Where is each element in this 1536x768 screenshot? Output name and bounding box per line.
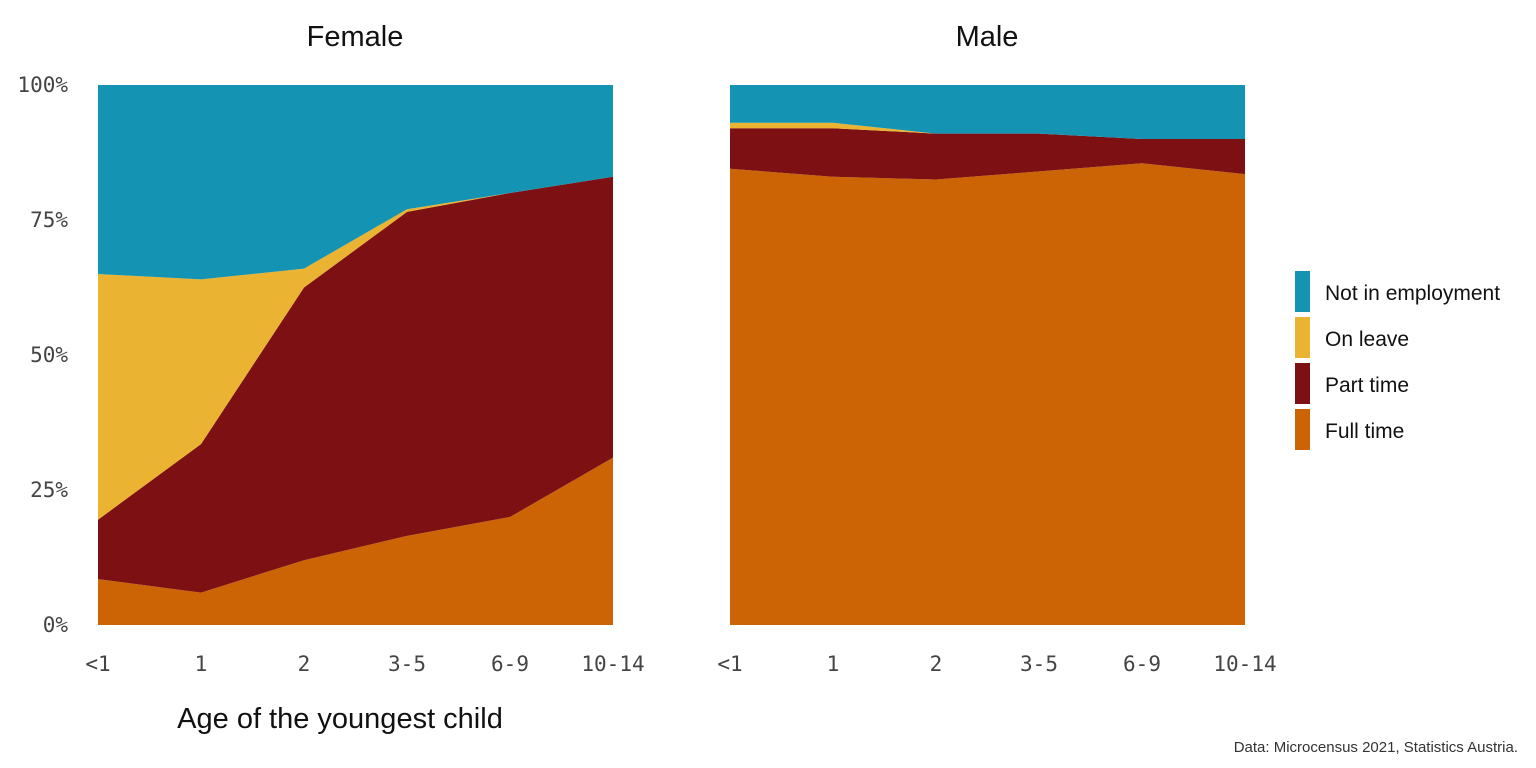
x-axis-ticks: <1 1 2 3-5 6-9 10-14 <1 1 2 3-5 6-9 10-14 xyxy=(85,652,1276,676)
x-tick-label: 1 xyxy=(195,652,208,676)
area-part-time-male xyxy=(730,128,1245,180)
panel-title-female: Female xyxy=(307,21,404,53)
legend-label-full-time: Full time xyxy=(1325,420,1404,443)
x-tick-label: 10-14 xyxy=(581,652,644,676)
x-tick-label: 1 xyxy=(827,652,840,676)
plot-panel-female xyxy=(98,85,613,625)
legend-label-not-in-employment: Not in employment xyxy=(1325,282,1500,305)
legend-swatch-not-in-employment xyxy=(1295,271,1310,312)
legend-swatch-on-leave xyxy=(1295,317,1310,358)
y-tick-label: 50% xyxy=(30,343,68,367)
panel-title-male: Male xyxy=(956,21,1019,53)
x-tick-label: <1 xyxy=(85,652,110,676)
x-tick-label: 3-5 xyxy=(1020,652,1058,676)
x-tick-label: 10-14 xyxy=(1213,652,1276,676)
area-full-time-male xyxy=(730,163,1245,626)
legend-label-on-leave: On leave xyxy=(1325,328,1409,351)
y-tick-label: 75% xyxy=(30,208,68,232)
legend: Not in employment On leave Part time Full t… xyxy=(1295,271,1500,450)
legend-swatch-full-time xyxy=(1295,409,1310,450)
x-axis-label: Age of the youngest child xyxy=(177,703,503,735)
area-part-time-female xyxy=(98,176,613,593)
y-tick-label: 100% xyxy=(17,73,68,97)
x-tick-label: <1 xyxy=(717,652,742,676)
x-tick-label: 6-9 xyxy=(1123,652,1161,676)
caption: Data: Microcensus 2021, Statistics Austr… xyxy=(1234,739,1518,756)
plot-panel-male xyxy=(730,85,1245,626)
area-on-leave-female xyxy=(98,176,613,520)
y-tick-label: 25% xyxy=(30,478,68,502)
area-not-in-employment-female xyxy=(98,85,613,280)
area-on-leave-male xyxy=(730,122,1245,139)
area-not-in-employment-male xyxy=(730,85,1245,139)
x-tick-label: 6-9 xyxy=(491,652,529,676)
y-axis-ticks: 0% 25% 50% 75% 100% xyxy=(17,73,68,637)
x-tick-label: 2 xyxy=(930,652,943,676)
area-full-time-female xyxy=(98,457,613,625)
legend-label-part-time: Part time xyxy=(1325,374,1409,397)
x-tick-label: 3-5 xyxy=(388,652,426,676)
y-tick-label: 0% xyxy=(43,613,69,637)
legend-swatch-part-time xyxy=(1295,363,1310,404)
x-tick-label: 2 xyxy=(298,652,311,676)
